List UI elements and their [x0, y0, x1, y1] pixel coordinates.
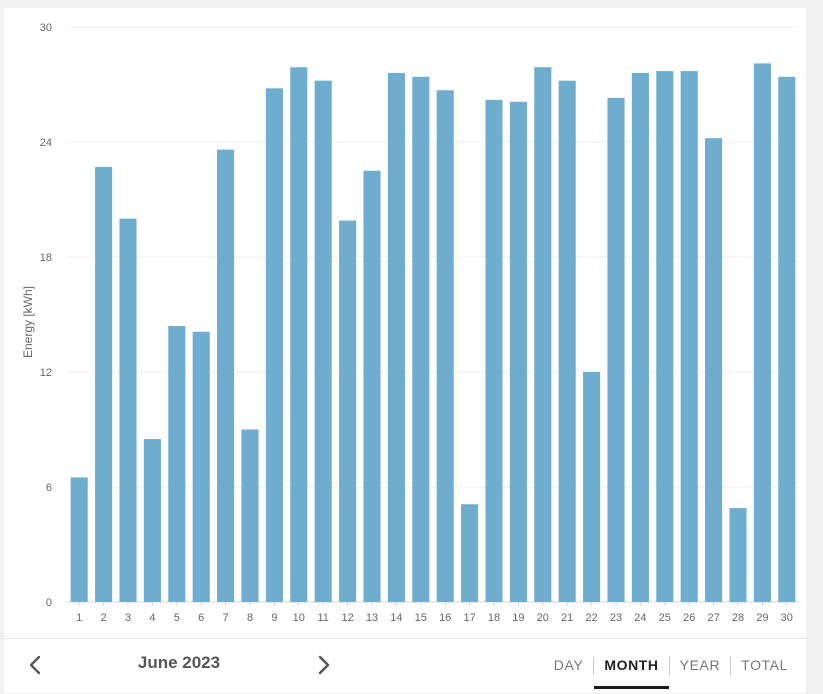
x-tick-label: 24 [634, 612, 646, 624]
y-tick-label: 0 [46, 597, 52, 609]
bar-day-10[interactable] [290, 67, 308, 602]
tab-month[interactable]: MONTH [594, 651, 669, 689]
chevron-right-icon [318, 655, 330, 675]
x-tick-label: 27 [707, 612, 719, 624]
grid-lines [67, 26, 799, 603]
x-tick-label: 11 [317, 612, 328, 624]
bar-day-29[interactable] [753, 63, 771, 602]
y-axis-label: Energy [kWh] [21, 286, 35, 358]
bar-day-11[interactable] [314, 80, 332, 602]
x-tick-label: 19 [512, 612, 524, 624]
x-tick-label: 17 [463, 612, 475, 624]
energy-card: 0 6 12 18 24 30 1 2 3 4 5 6 7 8 9 10 11 12 13 14 15 16 17 18 19… [4, 8, 806, 693]
x-tick-label: 6 [198, 612, 204, 624]
tab-day[interactable]: DAY [553, 657, 584, 673]
bar-day-9[interactable] [265, 88, 283, 603]
x-tick-label: 9 [271, 612, 277, 624]
chart-footer: June 2023 DAY MONTH YEAR TOTAL [4, 638, 806, 694]
x-tick-label: 25 [659, 612, 671, 624]
bar-day-21[interactable] [558, 80, 576, 602]
bar-day-26[interactable] [680, 71, 698, 603]
bar-day-4[interactable] [143, 439, 161, 602]
bar-day-6[interactable] [192, 331, 210, 602]
x-tick-labels: 1 2 3 4 5 6 7 8 9 10 11 12 13 14 15 16 17 18 19 20 21 22 23 24 2… [76, 602, 793, 624]
bar-day-17[interactable] [461, 504, 479, 602]
y-tick-label: 30 [40, 22, 52, 34]
x-tick-label: 22 [585, 612, 597, 624]
x-tick-label: 2 [101, 612, 107, 624]
y-tick-label: 18 [40, 252, 52, 264]
bar-day-28[interactable] [729, 508, 747, 602]
bar-day-8[interactable] [241, 429, 259, 603]
x-tick-label: 29 [756, 612, 768, 624]
x-tick-label: 15 [415, 612, 427, 624]
x-tick-label: 12 [341, 612, 353, 624]
bar-day-12[interactable] [339, 220, 357, 603]
tab-year[interactable]: YEAR [679, 657, 721, 673]
period-tabs: DAY MONTH YEAR TOTAL [544, 651, 798, 689]
tab-divider [593, 657, 595, 675]
bar-day-27[interactable] [705, 138, 723, 602]
bar-day-2[interactable] [95, 166, 113, 602]
bar-day-16[interactable] [436, 90, 454, 602]
x-tick-label: 8 [247, 612, 253, 624]
bar-day-24[interactable] [631, 73, 649, 602]
period-label: June 2023 [137, 653, 221, 672]
x-tick-label: 5 [174, 612, 180, 624]
bar-day-30[interactable] [778, 76, 796, 603]
y-tick-label: 12 [40, 367, 52, 379]
x-tick-label: 23 [610, 612, 622, 624]
bar-day-14[interactable] [387, 73, 405, 602]
tab-divider [668, 657, 670, 675]
bar-day-22[interactable] [583, 372, 601, 602]
chevron-left-icon [29, 655, 41, 675]
y-tick-label: 6 [46, 482, 52, 494]
bar-day-20[interactable] [534, 67, 552, 602]
x-tick-label: 4 [149, 612, 155, 624]
x-tick-label: 1 [76, 612, 82, 624]
bar-day-25[interactable] [656, 71, 674, 603]
y-tick-label: 24 [40, 137, 52, 149]
tab-total[interactable]: TOTAL [741, 657, 788, 673]
x-tick-label: 18 [488, 612, 500, 624]
bars [70, 63, 796, 603]
x-tick-label: 13 [366, 612, 378, 624]
x-tick-label: 20 [537, 612, 549, 624]
x-tick-label: 3 [125, 612, 131, 624]
x-tick-label: 16 [439, 612, 451, 624]
bar-day-13[interactable] [363, 170, 381, 602]
bar-day-5[interactable] [168, 326, 186, 602]
bar-day-3[interactable] [119, 218, 137, 602]
bar-day-1[interactable] [70, 477, 88, 602]
x-tick-label: 14 [390, 612, 402, 624]
bar-day-18[interactable] [485, 99, 503, 602]
bar-day-7[interactable] [217, 149, 235, 602]
bar-day-23[interactable] [607, 97, 625, 603]
x-tick-label: 21 [561, 612, 573, 624]
x-tick-label: 10 [293, 612, 305, 624]
x-tick-label: 30 [781, 612, 793, 624]
x-tick-label: 28 [732, 612, 744, 624]
x-tick-label: 26 [683, 612, 695, 624]
previous-period-button[interactable] [22, 651, 50, 679]
bar-day-15[interactable] [412, 76, 430, 603]
y-tick-labels: 0 6 12 18 24 30 [40, 22, 52, 609]
next-period-button[interactable] [309, 651, 337, 679]
tab-divider [730, 657, 732, 675]
x-tick-label: 7 [223, 612, 229, 624]
bar-day-19[interactable] [509, 101, 527, 602]
